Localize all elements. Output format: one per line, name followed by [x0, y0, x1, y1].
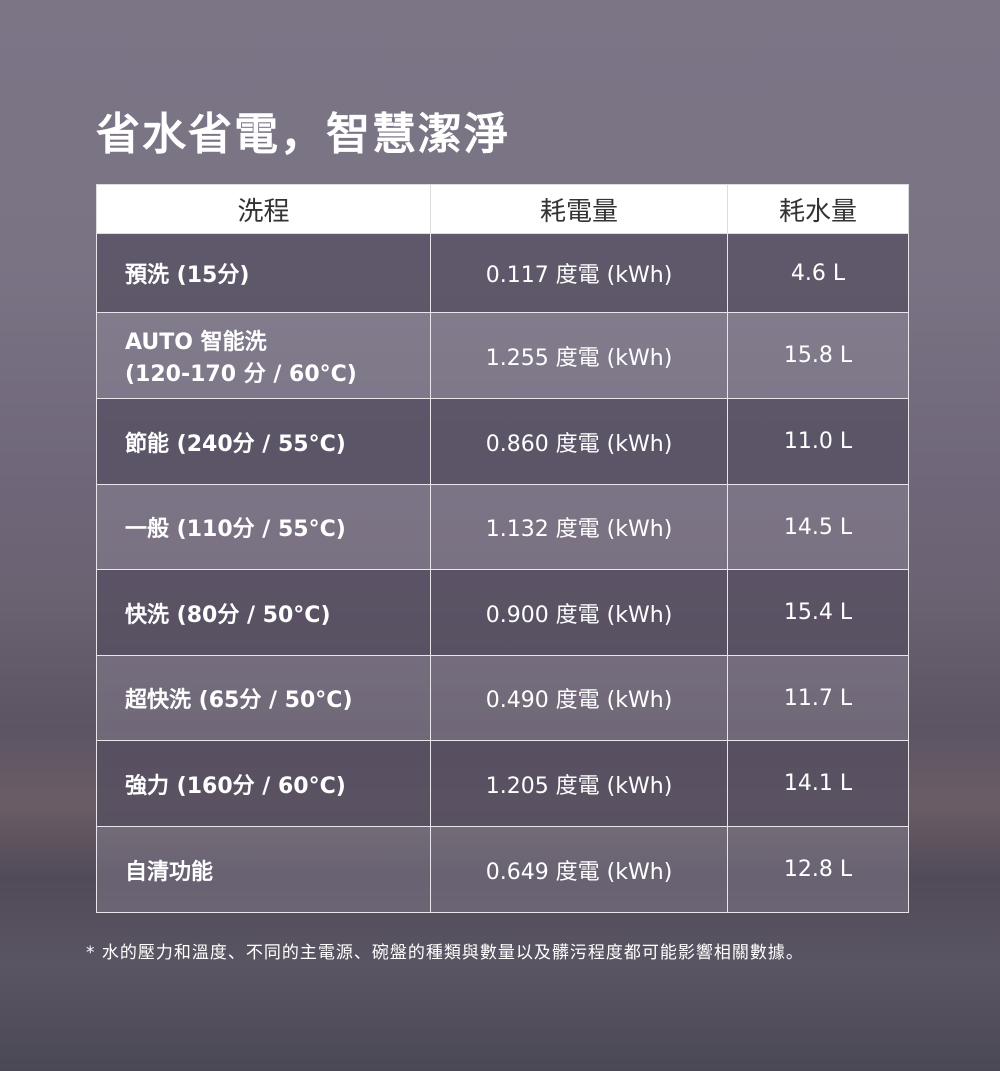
- page-title: 省水省電，智慧潔淨: [96, 109, 510, 160]
- water-cell: 11.0 L: [727, 398, 909, 485]
- header-power: 耗電量: [430, 184, 728, 234]
- table-row: AUTO 智能洗 (120-170 分 / 60°C) 1.255 度電 (kWh…: [96, 312, 909, 399]
- water-cell: 14.5 L: [727, 484, 909, 570]
- power-cell: 0.649 度電 (kWh): [430, 826, 728, 913]
- consumption-table: 洗程 耗電量 耗水量 預洗 (15分) 0.117 度電 (kWh) 4.6 L AU…: [96, 184, 909, 913]
- table-row: 超快洗 (65分 / 50°C) 0.490 度電 (kWh) 11.7 L: [96, 655, 909, 741]
- footnote: * 水的壓力和溫度、不同的主電源、碗盤的種類與數量以及髒污程度都可能影響相關數據…: [86, 943, 804, 963]
- power-cell: 0.117 度電 (kWh): [430, 233, 728, 313]
- program-cell: 預洗 (15分): [96, 233, 431, 313]
- power-cell: 1.255 度電 (kWh): [430, 312, 728, 399]
- table-row: 自清功能 0.649 度電 (kWh) 12.8 L: [96, 826, 909, 913]
- water-cell: 14.1 L: [727, 740, 909, 827]
- program-cell: AUTO 智能洗 (120-170 分 / 60°C): [96, 312, 431, 399]
- table-row: 節能 (240分 / 55°C) 0.860 度電 (kWh) 11.0 L: [96, 398, 909, 485]
- program-cell: 快洗 (80分 / 50°C): [96, 569, 431, 656]
- water-cell: 4.6 L: [727, 233, 909, 313]
- program-cell: 一般 (110分 / 55°C): [96, 484, 431, 570]
- power-cell: 0.490 度電 (kWh): [430, 655, 728, 741]
- header-water: 耗水量: [727, 184, 909, 234]
- program-cell: 強力 (160分 / 60°C): [96, 740, 431, 827]
- program-cell: 超快洗 (65分 / 50°C): [96, 655, 431, 741]
- power-cell: 0.900 度電 (kWh): [430, 569, 728, 656]
- table-row: 預洗 (15分) 0.117 度電 (kWh) 4.6 L: [96, 233, 909, 313]
- header-program: 洗程: [96, 184, 431, 234]
- water-cell: 15.4 L: [727, 569, 909, 656]
- table-header-row: 洗程 耗電量 耗水量: [96, 184, 909, 234]
- water-cell: 15.8 L: [727, 312, 909, 399]
- power-cell: 1.205 度電 (kWh): [430, 740, 728, 827]
- program-cell: 節能 (240分 / 55°C): [96, 398, 431, 485]
- power-cell: 1.132 度電 (kWh): [430, 484, 728, 570]
- power-cell: 0.860 度電 (kWh): [430, 398, 728, 485]
- program-cell: 自清功能: [96, 826, 431, 913]
- water-cell: 12.8 L: [727, 826, 909, 913]
- table-row: 快洗 (80分 / 50°C) 0.900 度電 (kWh) 15.4 L: [96, 569, 909, 656]
- table-row: 一般 (110分 / 55°C) 1.132 度電 (kWh) 14.5 L: [96, 484, 909, 570]
- table-row: 強力 (160分 / 60°C) 1.205 度電 (kWh) 14.1 L: [96, 740, 909, 827]
- water-cell: 11.7 L: [727, 655, 909, 741]
